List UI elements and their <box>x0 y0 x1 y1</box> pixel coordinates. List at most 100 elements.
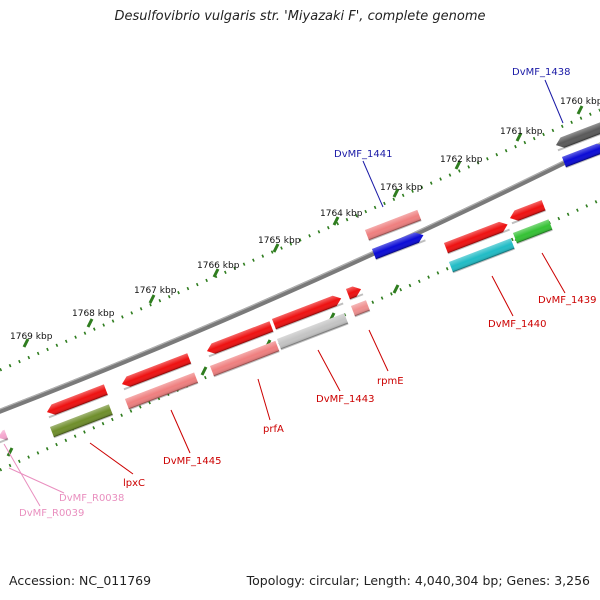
feature-band-shade <box>449 238 515 273</box>
major-tick-mark <box>22 338 30 348</box>
feature-label[interactable]: DvMF_1440 <box>488 319 546 330</box>
gene-prfa-a[interactable] <box>205 321 274 358</box>
tick-label: 1761 kbp <box>500 127 543 137</box>
feature-band-shade <box>272 295 342 330</box>
major-tick-mark <box>332 216 340 226</box>
feature-band-shadow <box>280 322 349 351</box>
tick-label: 1769 kbp <box>10 332 53 342</box>
major-tick-mark <box>86 318 94 328</box>
tick-label: 1763 kbp <box>380 183 423 193</box>
feature-band-shadow <box>213 350 280 378</box>
feature-label[interactable]: DvMF_R0039 <box>19 508 84 519</box>
label-leader-line <box>368 329 389 372</box>
feature-band-shadow <box>354 309 371 318</box>
tick-label: 1764 kbp <box>320 209 363 219</box>
gene-lpxc-a[interactable] <box>45 384 109 419</box>
feature-label[interactable]: DvMF_1439 <box>538 295 596 306</box>
label-leader-line <box>8 467 65 494</box>
feature-band-shadow <box>511 209 546 225</box>
feature-label[interactable]: DvMF_1438 <box>512 67 570 78</box>
major-tick-mark <box>515 132 523 142</box>
feature-band-shadow <box>452 247 515 274</box>
feature-label[interactable]: rpmE <box>377 376 404 387</box>
feature-band-shadow <box>53 413 114 439</box>
gene-lpxc-b[interactable] <box>50 404 114 439</box>
feature-band-shade <box>206 321 274 354</box>
tick-label: 1760 kbp <box>560 97 600 107</box>
major-tick-mark <box>148 294 156 304</box>
feature-band-shadow <box>375 239 426 261</box>
gene-dvmf-1445-b[interactable] <box>125 372 199 411</box>
feature-band-shade <box>277 313 349 350</box>
major-tick-mark <box>454 160 462 170</box>
tick-label: 1768 kbp <box>72 309 115 319</box>
feature-band-shade <box>372 232 424 260</box>
feature-band-shade <box>351 300 370 317</box>
topology-text: Topology: circular; Length: 4,040,304 bp… <box>246 573 590 588</box>
outer-tick-ruler <box>0 108 600 372</box>
feature-band-shadow <box>0 438 9 444</box>
gene-dvmf-1441-a[interactable] <box>365 209 422 242</box>
feature-label[interactable]: lpxC <box>123 478 145 489</box>
feature-label[interactable]: DvMF_1441 <box>334 149 392 160</box>
feature-band-shade <box>509 200 546 221</box>
major-tick-mark <box>576 105 584 115</box>
gene-dvmf-1438-a[interactable] <box>554 122 600 152</box>
gene-dvmf-1440-a[interactable] <box>444 219 510 255</box>
feature-label[interactable]: DvMF_R0038 <box>59 493 124 504</box>
feature-band-shade <box>555 122 600 148</box>
label-leader-line <box>317 349 341 392</box>
feature-band-shade <box>50 404 113 438</box>
feature-band-shade <box>513 219 553 244</box>
label-leader-line <box>362 160 384 208</box>
gene-dvmf-1441-b[interactable] <box>372 230 426 261</box>
feature-band-shade <box>562 143 600 168</box>
gene-dvmf-1439-b[interactable] <box>513 219 553 245</box>
feature-label[interactable]: DvMF_1443 <box>316 394 374 405</box>
feature-band-shade <box>346 286 362 300</box>
feature-band-shade <box>125 372 199 410</box>
major-tick-mark <box>392 188 400 198</box>
label-leader-line <box>3 443 41 507</box>
feature-band-shadow <box>557 131 600 152</box>
gene-dvmf-1443-b[interactable] <box>277 313 349 351</box>
gene-dvmf-1445-a[interactable] <box>120 353 192 391</box>
feature-band-shade <box>365 209 422 241</box>
feature-band-shadow <box>447 228 510 255</box>
label-leader-line <box>544 79 564 124</box>
major-tick-mark <box>212 268 220 278</box>
gene-dvmf-1440-b[interactable] <box>449 238 515 274</box>
major-tick-mark <box>6 447 14 457</box>
backbone-highlight <box>0 142 600 410</box>
gene-dvmf-1439-a[interactable] <box>508 200 546 225</box>
label-leader-line <box>89 442 134 475</box>
tick-label: 1766 kbp <box>197 261 240 271</box>
gene-dvmf-1443-a[interactable] <box>272 293 344 331</box>
tick-label: 1767 kbp <box>134 286 177 296</box>
feature-band-shade <box>0 429 8 440</box>
feature-label[interactable]: DvMF_1445 <box>163 456 221 467</box>
gene-rpme-b[interactable] <box>351 300 371 318</box>
feature-band-shadow <box>128 381 199 411</box>
label-leader-line <box>170 409 191 454</box>
major-tick-mark <box>272 243 280 253</box>
accession-text: Accession: NC_011769 <box>9 573 152 588</box>
feature-band-shade <box>210 340 280 377</box>
feature-band-shade <box>121 353 192 387</box>
feature-band-shadow <box>565 150 600 169</box>
feature-band-shadow <box>208 330 274 358</box>
gene-rna-r0038[interactable] <box>0 429 9 444</box>
feature-band-shadow <box>516 228 553 245</box>
genome-title: Desulfovibrio vulgaris str. 'Miyazaki F'… <box>114 9 486 24</box>
gene-dvmf-1438-b[interactable] <box>562 141 600 169</box>
tick-label: 1762 kbp <box>440 155 483 165</box>
feature-band-shadow <box>48 393 109 419</box>
gene-rpme-a[interactable] <box>346 284 364 301</box>
gene-prfa-b[interactable] <box>210 340 280 378</box>
feature-band-shade <box>46 384 108 415</box>
label-leader-line <box>257 378 271 421</box>
feature-label[interactable]: prfA <box>263 424 284 435</box>
tick-label: 1765 kbp <box>258 236 301 246</box>
